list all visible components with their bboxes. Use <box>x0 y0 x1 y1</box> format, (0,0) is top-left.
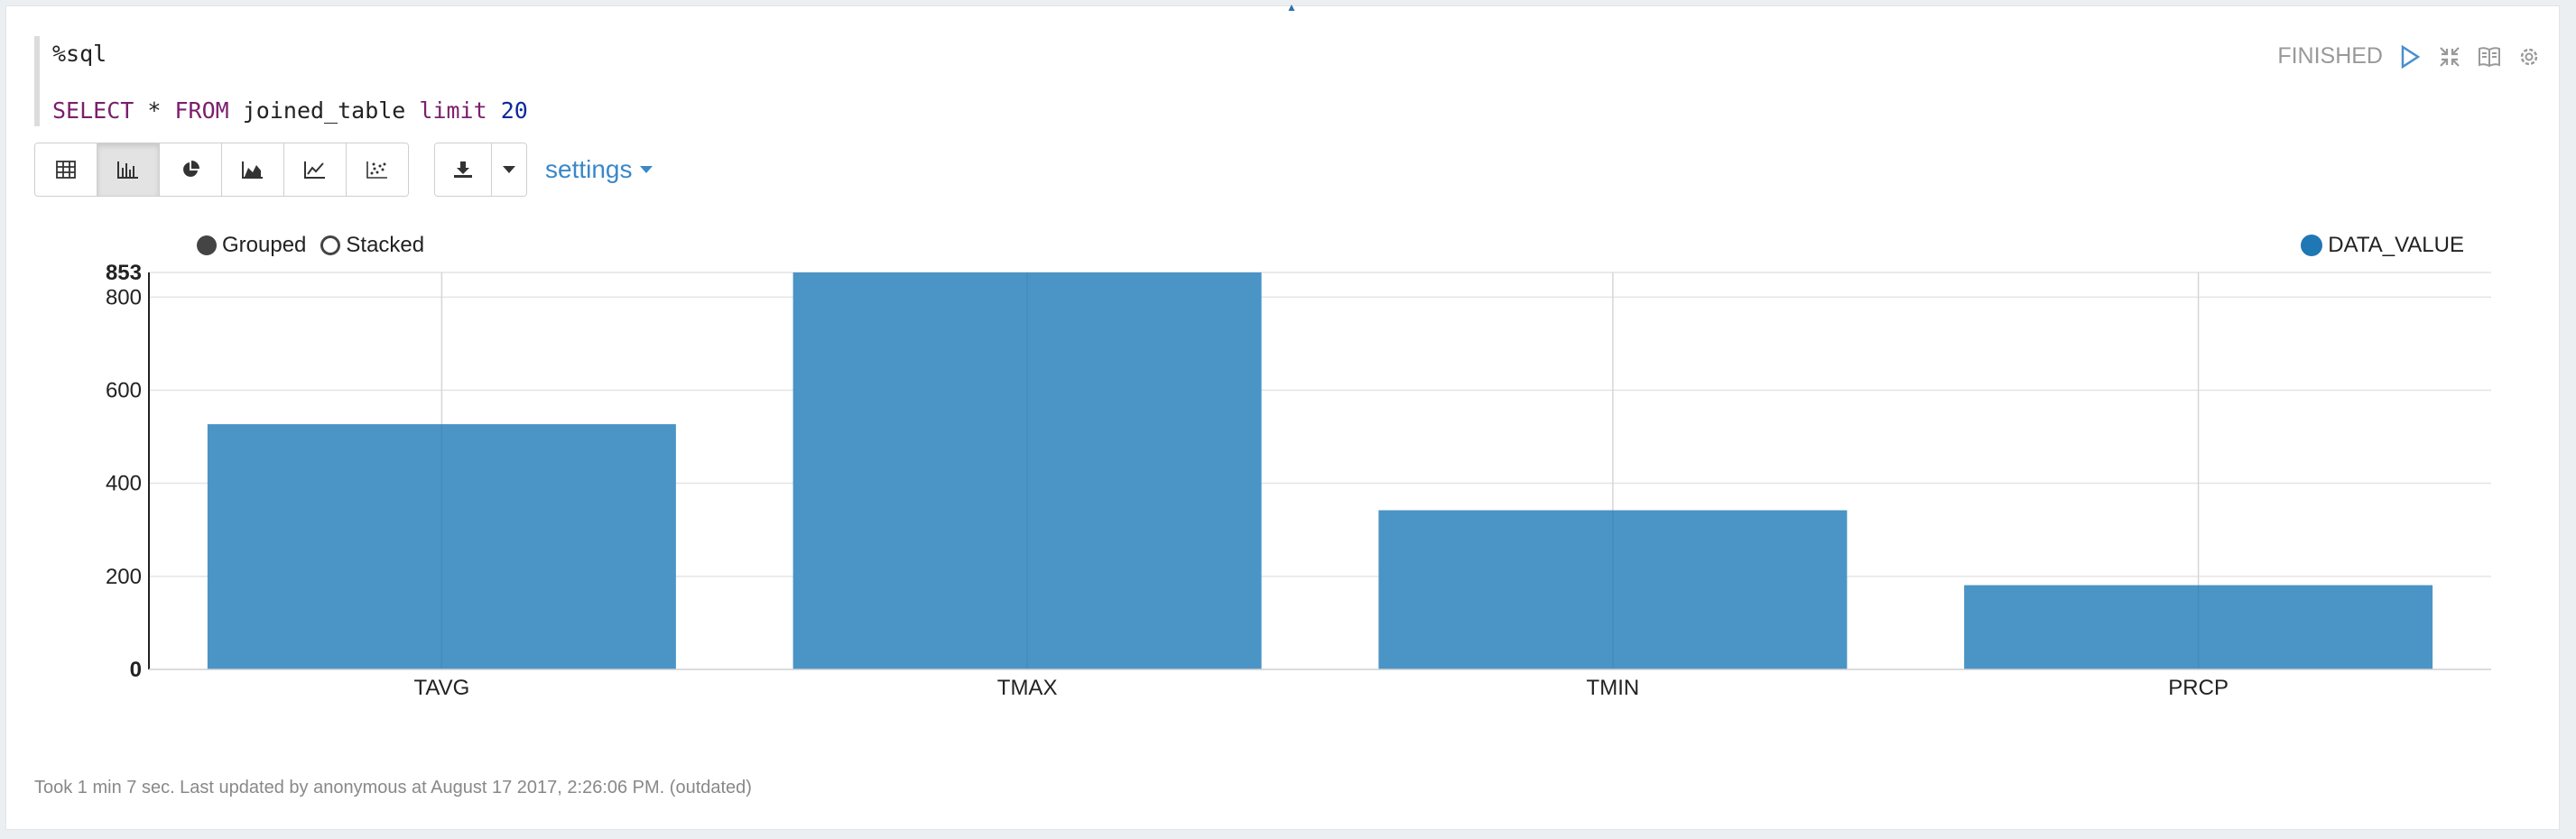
y-tick-label: 0 <box>130 658 142 682</box>
visualization-toolbar: settings <box>34 143 653 197</box>
caret-down-icon <box>639 166 653 173</box>
bar-tavg <box>207 424 676 669</box>
settings-dropdown[interactable]: settings <box>545 155 653 184</box>
interpreter-line: %sql <box>52 41 107 67</box>
status-label: FINISHED <box>2277 43 2383 69</box>
grouped-radio-icon[interactable] <box>197 235 217 255</box>
bar-tmin <box>1378 510 1848 669</box>
pie-chart-icon <box>183 161 199 177</box>
area-chart-icon <box>242 161 263 179</box>
grouped-option[interactable]: Grouped <box>197 233 306 258</box>
query-line: SELECT * FROM joined_table limit 20 <box>52 97 528 124</box>
query-token: SELECT <box>52 97 134 124</box>
scatter-chart-icon <box>366 161 387 179</box>
code-editor[interactable]: %sql SELECT * FROM joined_table limit 20 <box>34 36 1132 126</box>
scatter-chart-button[interactable] <box>347 143 408 196</box>
x-tick-label: TMIN <box>1587 676 1640 700</box>
download-button[interactable] <box>435 143 492 196</box>
series-legend[interactable]: DATA_VALUE <box>2301 233 2464 258</box>
settings-label: settings <box>545 155 633 183</box>
book-icon[interactable] <box>2477 44 2502 69</box>
grouped-label: Grouped <box>222 233 307 257</box>
collapse-icon[interactable] <box>2437 44 2462 69</box>
query-token: 20 <box>500 97 528 124</box>
x-tick-label: TAVG <box>413 676 469 700</box>
paragraph-handle-icon[interactable]: ▲ <box>1286 1 1297 14</box>
download-button-group <box>434 143 527 197</box>
query-token: joined_table <box>228 97 420 124</box>
area-chart-button[interactable] <box>222 143 284 196</box>
stacked-label: Stacked <box>346 233 425 257</box>
y-tick-label: 200 <box>106 565 142 589</box>
bar-tmax <box>792 272 1262 669</box>
series-legend-label: DATA_VALUE <box>2328 233 2464 257</box>
y-tick-label: 600 <box>106 379 142 403</box>
y-tick-label: 400 <box>106 472 142 496</box>
x-tick-label: PRCP <box>2168 676 2229 700</box>
download-icon <box>454 161 472 178</box>
notebook-paragraph: ▲ <box>5 1 2560 830</box>
query-token: limit <box>419 97 487 124</box>
bar-prcp <box>1964 585 2433 669</box>
table-view-button[interactable] <box>35 143 97 196</box>
download-options-button[interactable] <box>492 143 526 196</box>
pie-chart-button[interactable] <box>160 143 222 196</box>
query-token: FROM <box>174 97 229 124</box>
stacked-option[interactable]: Stacked <box>320 233 424 258</box>
run-icon[interactable] <box>2397 44 2423 69</box>
bar-chart-button[interactable] <box>97 143 160 196</box>
paragraph-status-bar: FINISHED <box>2277 43 2542 69</box>
chart-mode-toggle: Grouped Stacked <box>197 233 424 258</box>
y-tick-label: 853 <box>106 261 142 285</box>
paragraph-footer: Took 1 min 7 sec. Last updated by anonym… <box>34 778 752 798</box>
caret-down-icon <box>503 166 515 173</box>
series-legend-swatch[interactable] <box>2301 235 2323 256</box>
stacked-radio-icon[interactable] <box>320 235 341 255</box>
table-icon <box>56 161 76 179</box>
line-chart-button[interactable] <box>284 143 347 196</box>
y-tick-label: 800 <box>106 285 142 309</box>
bar-chart-icon <box>117 161 138 179</box>
gear-icon[interactable] <box>2516 44 2542 69</box>
query-token: * <box>134 97 175 124</box>
x-tick-label: TMAX <box>997 676 1058 700</box>
chart-type-buttons <box>34 143 409 197</box>
line-chart-icon <box>304 161 325 179</box>
